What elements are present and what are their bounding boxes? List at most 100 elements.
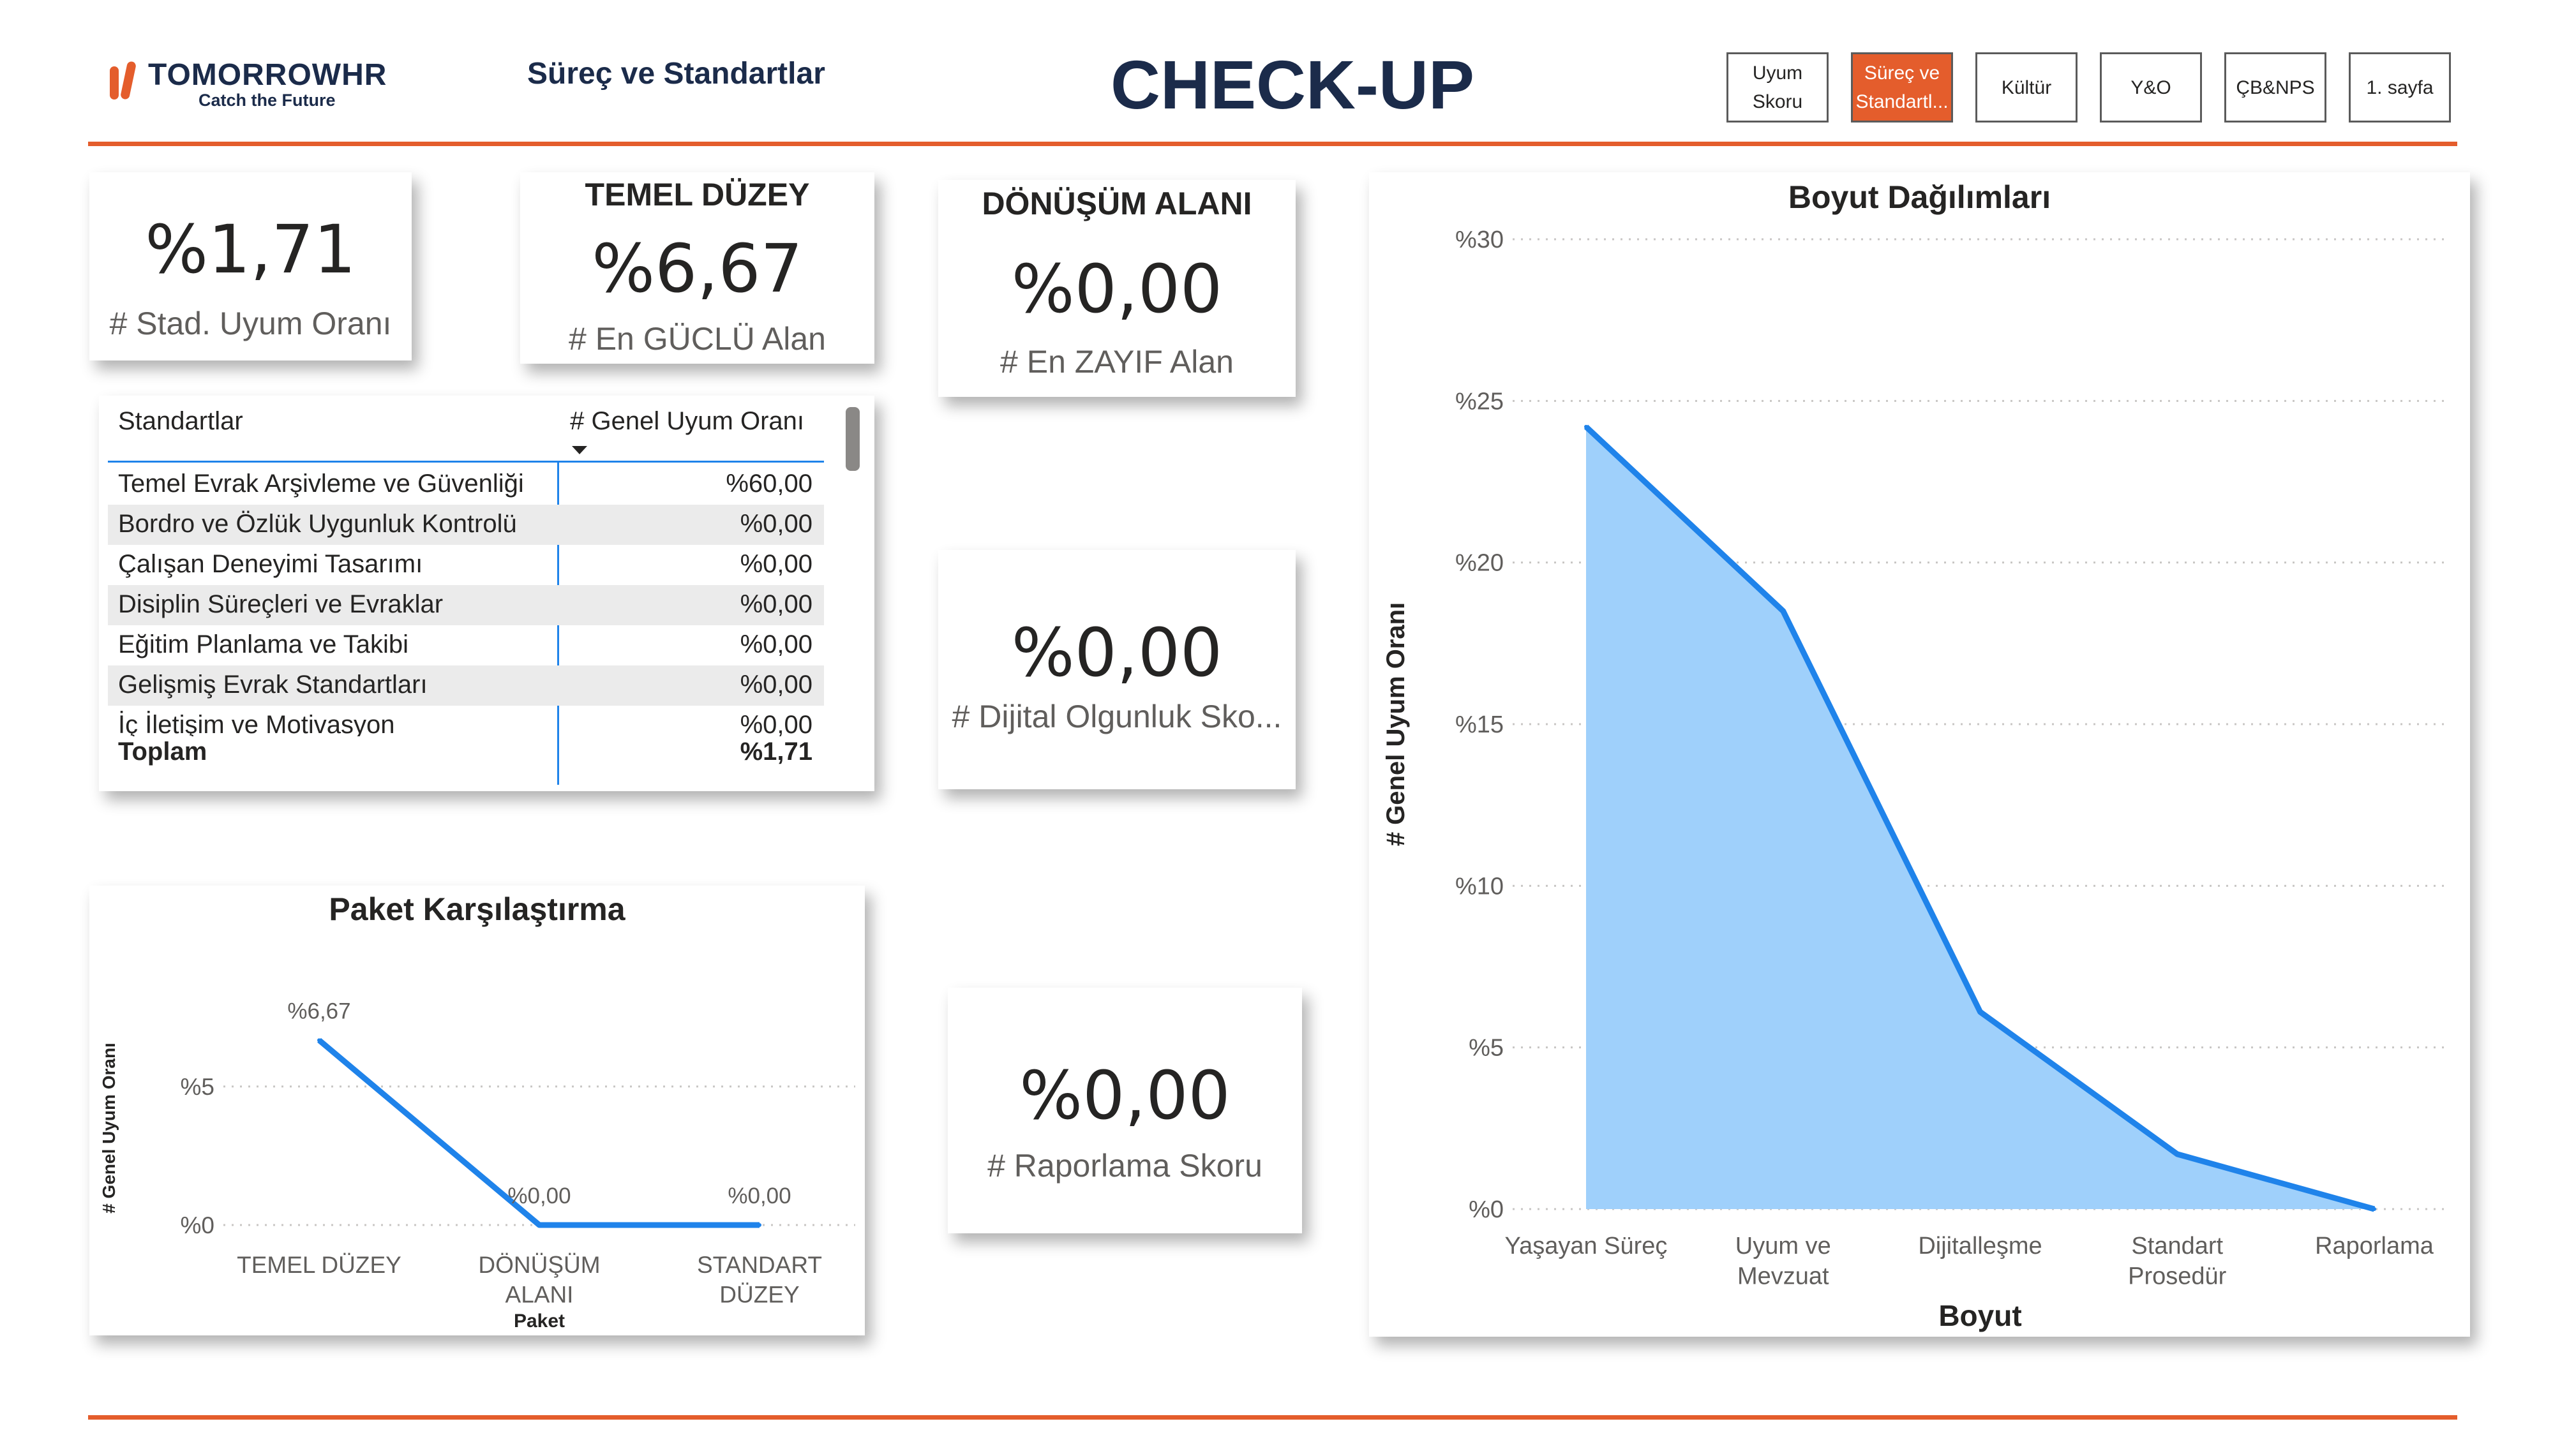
y-tick-label: %0 (181, 1212, 214, 1238)
row-name: Eğitim Planlama ve Takibi (118, 630, 409, 658)
nav-label: Uyum Skoru (1752, 63, 1803, 112)
nav-label: ÇB&NPS (2236, 77, 2315, 98)
row-name: Gelişmiş Evrak Standartları (118, 671, 428, 699)
nav-button-cb-nps[interactable]: ÇB&NPS (2224, 52, 2326, 123)
data-point (758, 1223, 761, 1227)
boyut-dagilimlari-chart[interactable]: Boyut Dağılımları %0 %5 %10 %15 %20 %25 %30 Yaş… (1369, 172, 2470, 1337)
x-tick-label: Yaşayan Süreç (1505, 1233, 1668, 1259)
kpi-heading: DÖNÜŞÜM ALANI (982, 186, 1252, 221)
data-point (317, 1038, 321, 1043)
data-point (1584, 424, 1588, 429)
nav-button-surec-standartlar[interactable]: Süreç ve Standartl... (1851, 52, 1953, 123)
y-tick-label: %15 (1455, 711, 1504, 738)
x-tick-label: STANDART DÜZEY (697, 1252, 822, 1307)
y-tick-label: %20 (1455, 550, 1504, 577)
y-tick-label: %0 (1469, 1196, 1504, 1223)
x-tick-label: Uyum ve Mevzuat (1735, 1233, 1831, 1290)
row-name: Disiplin Süreçleri ve Evraklar (118, 590, 444, 618)
row-value: %0,00 (740, 550, 812, 578)
table-row: Disiplin Süreçleri ve Evraklar %0,00 (108, 585, 824, 625)
total-value: %1,71 (740, 738, 812, 766)
kpi-label: # Dijital Olgunluk Sko... (952, 699, 1282, 734)
nav-button-uyum-skoru[interactable]: Uyum Skoru (1726, 52, 1829, 123)
kpi-label: # En GÜCLÜ Alan (569, 321, 826, 357)
data-point (2175, 1152, 2180, 1156)
area-fill (1586, 426, 2374, 1209)
y-tick-label: %30 (1455, 227, 1504, 253)
x-axis-title: Boyut (1938, 1299, 2021, 1332)
x-axis-title: Paket (514, 1311, 565, 1332)
kpi-label: # Raporlama Skoru (987, 1148, 1262, 1184)
row-name: Bordro ve Özlük Uygunluk Kontrolü (118, 510, 517, 538)
y-tick-label: %5 (181, 1074, 214, 1100)
chart-title: Boyut Dağılımları (1788, 179, 2051, 215)
table-row: İç İletişim ve Motivasyon %0,00 (108, 706, 824, 736)
nav-button-yo[interactable]: Y&O (2100, 52, 2202, 123)
logo-tagline: Catch the Future (198, 91, 336, 110)
kpi-card-temel-duzey[interactable]: TEMEL DÜZEY %6,67 # En GÜCLÜ Alan (520, 172, 874, 364)
row-value: %0,00 (740, 590, 812, 618)
total-label: Toplam (118, 738, 207, 766)
y-tick-label: %5 (1469, 1035, 1504, 1062)
column-header-genel-uyum[interactable]: # Genel Uyum Oranı (570, 406, 804, 435)
kpi-heading: TEMEL DÜZEY (585, 177, 810, 212)
table-total-row: Toplam %1,71 (108, 736, 824, 772)
x-tick-label: Standart Prosedür (2128, 1233, 2227, 1290)
x-tick-label: DÖNÜŞÜM ALANI (478, 1252, 600, 1307)
logo-mark-icon (110, 61, 136, 100)
kpi-value: %1,71 (145, 211, 356, 288)
kpi-card-donusum-alani[interactable]: DÖNÜŞÜM ALANI %0,00 # En ZAYIF Alan (938, 180, 1296, 397)
footer-divider (88, 1415, 2457, 1420)
company-logo: TOMORROWHR Catch the Future (107, 56, 407, 110)
row-value: %60,00 (726, 470, 812, 498)
nav-button-sayfa-1[interactable]: 1. sayfa (2349, 52, 2451, 123)
y-tick-label: %25 (1455, 388, 1504, 415)
table-row: Temel Evrak Arşivleme ve Güvenliği %60,00 (108, 464, 824, 505)
y-tick-label: %10 (1455, 873, 1504, 900)
row-value: %0,00 (740, 671, 812, 699)
boyut-chart-svg: %0 %5 %10 %15 %20 %25 %30 Yaşayan Süreç Uyum ve M… (1382, 227, 2448, 1332)
row-value: %0,00 (740, 711, 812, 736)
table-scrollbar[interactable] (846, 407, 860, 471)
row-name: Çalışan Deneyimi Tasarımı (118, 550, 423, 578)
standards-table[interactable]: Standartlar # Genel Uyum Oranı Temel Evr… (99, 396, 874, 791)
kpi-card-raporlama[interactable]: %0,00 # Raporlama Skoru (948, 988, 1302, 1233)
table-row: Gelişmiş Evrak Standartları %0,00 (108, 665, 824, 706)
data-point (537, 1223, 541, 1227)
x-tick-label: Raporlama (2315, 1233, 2434, 1259)
y-axis-title: # Genel Uyum Oranı (99, 1043, 119, 1214)
row-value: %0,00 (740, 510, 812, 538)
page-subtitle: Süreç ve Standartlar (527, 57, 825, 91)
paket-karsilastirma-chart[interactable]: Paket Karşılaştırma %0 %5 %6,67 %0,00 %0,00 T… (89, 886, 865, 1335)
data-label: %6,67 (287, 999, 350, 1023)
nav-label: 1. sayfa (2366, 77, 2434, 98)
kpi-label: # En ZAYIF Alan (1000, 344, 1234, 380)
data-point (1781, 609, 1785, 613)
data-label: %0,00 (507, 1184, 571, 1208)
paket-chart-svg: %0 %5 %6,67 %0,00 %0,00 TEMEL DÜZEY DÖNÜŞÜM ALA… (99, 999, 855, 1332)
kpi-label: # Stad. Uyum Oranı (109, 306, 392, 341)
table-row: Eğitim Planlama ve Takibi %0,00 (108, 625, 824, 665)
kpi-value: %0,00 (1019, 1057, 1231, 1134)
kpi-card-dijital-olgunluk[interactable]: %0,00 # Dijital Olgunluk Sko... (938, 550, 1296, 789)
logo-name: TOMORROWHR (148, 58, 387, 92)
table-row: Bordro ve Özlük Uygunluk Kontrolü %0,00 (108, 505, 824, 545)
header-divider (88, 142, 2457, 146)
kpi-card-stad-uyum[interactable]: %1,71 # Stad. Uyum Oranı (89, 172, 412, 360)
chart-title: Paket Karşılaştırma (329, 891, 625, 927)
sort-desc-icon[interactable] (570, 444, 589, 457)
table-row: Çalışan Deneyimi Tasarımı %0,00 (108, 545, 824, 585)
kpi-value: %6,67 (592, 230, 803, 308)
nav-button-kultur[interactable]: Kültür (1975, 52, 2078, 123)
row-name: İç İletişim ve Motivasyon (118, 711, 395, 736)
nav-label: Kültür (2001, 77, 2052, 98)
x-tick-label: TEMEL DÜZEY (237, 1252, 401, 1278)
kpi-value: %0,00 (1011, 614, 1223, 692)
data-label: %0,00 (728, 1184, 791, 1208)
y-axis-title: # Genel Uyum Oranı (1382, 602, 1410, 846)
row-value: %0,00 (740, 630, 812, 658)
data-point (2372, 1207, 2376, 1211)
column-header-standartlar[interactable]: Standartlar (118, 406, 243, 435)
page-title: CHECK-UP (1110, 46, 1474, 123)
row-name: Temel Evrak Arşivleme ve Güvenliği (118, 470, 524, 498)
